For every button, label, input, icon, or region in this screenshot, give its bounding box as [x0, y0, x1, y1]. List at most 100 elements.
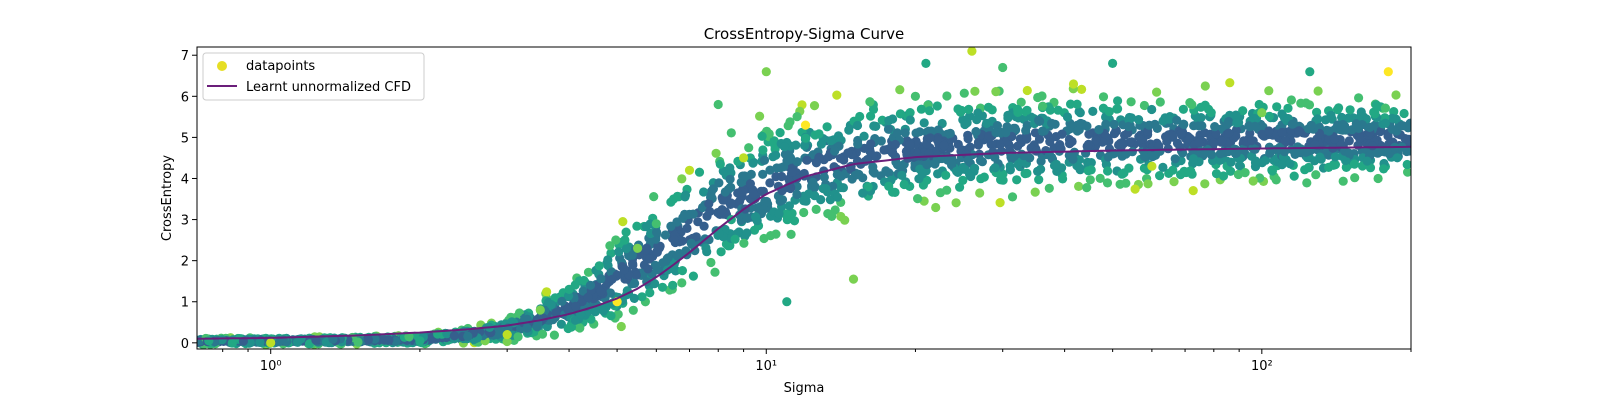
datapoint	[1101, 119, 1111, 129]
datapoint	[1163, 144, 1173, 154]
datapoint	[1086, 158, 1096, 168]
datapoint	[1005, 165, 1016, 175]
datapoint	[979, 172, 989, 182]
datapoint	[596, 274, 606, 284]
datapoint	[1211, 169, 1222, 179]
datapoint	[1375, 127, 1385, 137]
datapoint	[769, 136, 779, 146]
datapoint	[792, 189, 802, 200]
datapoint	[1033, 92, 1043, 103]
datapoint	[1231, 131, 1241, 141]
datapoint	[1091, 135, 1101, 145]
datapoint	[630, 278, 640, 288]
datapoint	[799, 196, 809, 206]
datapoint	[921, 58, 931, 68]
datapoint	[1277, 160, 1287, 170]
datapoint	[621, 244, 632, 254]
datapoint	[784, 201, 795, 211]
datapoint	[758, 145, 768, 155]
datapoint	[830, 146, 840, 156]
datapoint	[811, 158, 822, 168]
datapoint	[1188, 154, 1199, 164]
datapoint	[1294, 126, 1304, 136]
datapoint	[1245, 128, 1255, 138]
datapoint	[618, 217, 628, 227]
datapoint	[1380, 118, 1390, 128]
datapoint	[765, 178, 775, 188]
datapoint	[649, 192, 659, 202]
datapoint	[620, 235, 630, 245]
datapoint	[1313, 86, 1323, 96]
datapoint	[1280, 136, 1290, 146]
datapoint	[1277, 127, 1287, 137]
datapoint	[733, 188, 743, 198]
datapoint	[942, 185, 952, 195]
datapoint	[791, 140, 801, 150]
y-tick-label: 3	[181, 214, 189, 229]
datapoint	[1155, 171, 1165, 181]
datapoint	[1303, 124, 1314, 134]
datapoint	[1007, 192, 1018, 202]
datapoint	[858, 188, 868, 198]
datapoint	[866, 111, 876, 121]
datapoint	[963, 130, 973, 140]
chart-title: CrossEntropy-Sigma Curve	[704, 25, 905, 43]
datapoint	[1289, 171, 1299, 181]
datapoint	[932, 155, 942, 165]
datapoint	[745, 179, 756, 189]
datapoint	[1304, 162, 1314, 173]
datapoint	[1349, 159, 1360, 169]
datapoint	[1016, 97, 1026, 107]
datapoint	[1371, 100, 1381, 110]
datapoint	[1272, 102, 1282, 112]
datapoint	[542, 287, 552, 297]
datapoint	[1231, 148, 1241, 158]
datapoint	[495, 328, 505, 339]
datapoint	[996, 146, 1007, 156]
datapoint	[1354, 93, 1364, 103]
datapoint	[897, 170, 907, 180]
datapoint	[945, 128, 955, 138]
datapoint	[1124, 115, 1134, 125]
datapoint	[1066, 99, 1076, 109]
legend-box	[202, 52, 425, 101]
datapoint	[900, 128, 910, 138]
datapoint	[711, 148, 721, 158]
datapoint	[522, 323, 532, 333]
datapoint	[782, 297, 792, 307]
datapoint	[1287, 119, 1297, 129]
x-axis-label: Sigma	[784, 381, 825, 396]
datapoint	[1329, 134, 1339, 144]
datapoint	[836, 171, 846, 181]
datapoint	[1164, 114, 1174, 124]
datapoint	[1184, 134, 1194, 144]
datapoint	[982, 118, 992, 128]
datapoint	[1257, 129, 1267, 139]
datapoint	[1147, 104, 1157, 115]
datapoint	[913, 194, 923, 204]
datapoint	[869, 121, 879, 131]
datapoint	[964, 104, 974, 114]
datapoint	[1396, 121, 1406, 131]
datapoint	[758, 169, 768, 179]
datapoint	[984, 131, 994, 141]
datapoint	[810, 130, 820, 140]
datapoint	[975, 188, 985, 198]
datapoint	[777, 171, 787, 182]
datapoint	[1345, 105, 1355, 115]
datapoint	[1030, 187, 1040, 197]
datapoint	[1251, 156, 1261, 166]
datapoint	[1392, 153, 1402, 163]
datapoint	[941, 170, 951, 180]
datapoint	[1109, 129, 1120, 139]
datapoint	[566, 322, 577, 332]
datapoint	[966, 171, 976, 182]
datapoint	[901, 146, 912, 156]
datapoint	[1130, 184, 1140, 194]
datapoint	[217, 335, 227, 345]
datapoint	[998, 62, 1008, 73]
datapoint	[725, 174, 735, 184]
datapoint	[1285, 159, 1295, 169]
datapoint	[951, 198, 961, 208]
datapoint	[1379, 164, 1389, 174]
